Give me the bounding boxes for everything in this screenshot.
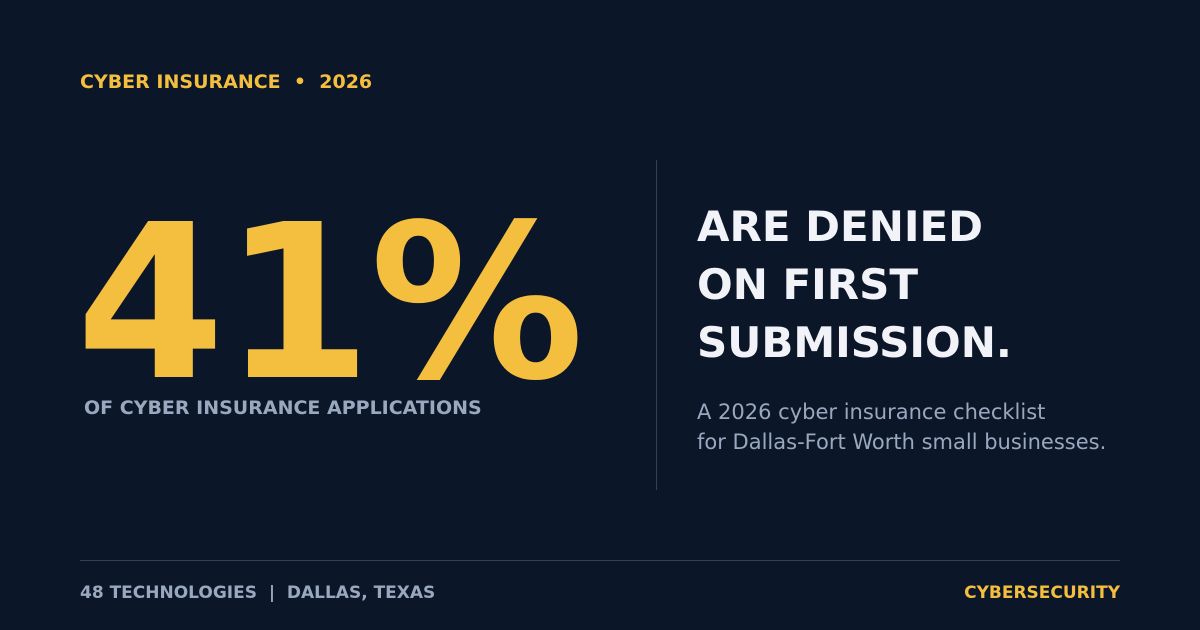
big-stat-value: 41% bbox=[76, 179, 584, 428]
headline-line-2: ON FIRST bbox=[697, 260, 919, 309]
vertical-divider bbox=[656, 160, 657, 490]
footer-category: CYBERSECURITY bbox=[964, 583, 1120, 603]
stat-caption: OF CYBER INSURANCE APPLICATIONS bbox=[84, 397, 482, 419]
footer-company-location: 48 TECHNOLOGIES | DALLAS, TEXAS bbox=[80, 583, 436, 603]
headline-line-1: ARE DENIED bbox=[697, 202, 984, 251]
subtext-line-1: A 2026 cyber insurance checklist bbox=[697, 400, 1046, 424]
eyebrow-label: CYBER INSURANCE • 2026 bbox=[80, 71, 373, 93]
headline: ARE DENIED ON FIRST SUBMISSION. bbox=[697, 198, 1177, 372]
headline-line-3: SUBMISSION. bbox=[697, 318, 1012, 367]
subtext-line-2: for Dallas-Fort Worth small businesses. bbox=[697, 430, 1107, 454]
footer-divider bbox=[80, 560, 1120, 561]
subtext: A 2026 cyber insurance checklist for Dal… bbox=[697, 397, 1177, 457]
